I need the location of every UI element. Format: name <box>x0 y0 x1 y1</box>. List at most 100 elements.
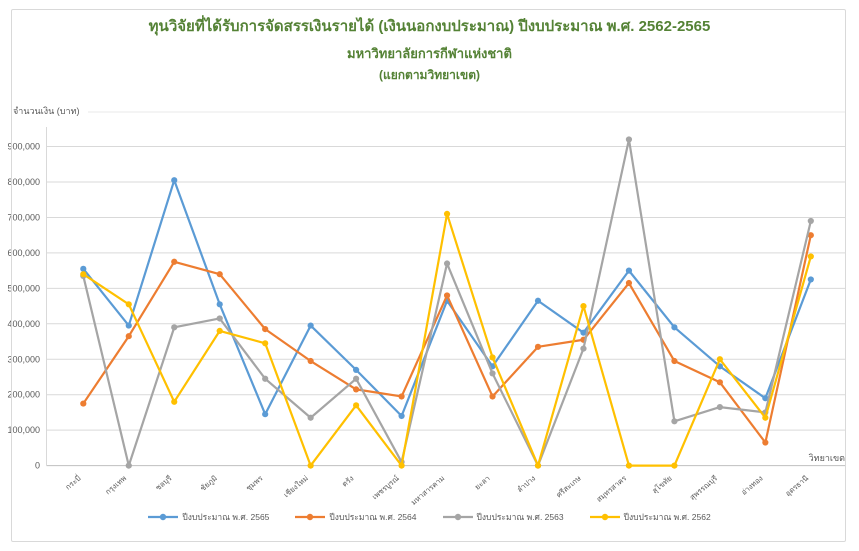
svg-text:ตรัง: ตรัง <box>340 473 356 488</box>
data-point-2564 <box>625 279 633 287</box>
data-point-2565 <box>216 301 223 308</box>
legend-item-2562: ปีงบประมาณ พ.ศ. 2562 <box>589 510 711 524</box>
legend-marker-2565 <box>148 513 179 521</box>
data-point-2563 <box>671 418 678 425</box>
data-point-2563 <box>716 404 723 411</box>
svg-text:อุดรธานี: อุดรธานี <box>783 474 810 498</box>
x-category-label: สุพรรณบุรี <box>688 474 719 502</box>
x-category-label: เชียงใหม่ <box>282 474 310 500</box>
data-point-2565 <box>307 322 314 329</box>
data-point-2564 <box>307 357 314 365</box>
y-tick-label: 100,000 <box>7 425 40 435</box>
data-point-2562 <box>125 301 132 308</box>
data-point-2565 <box>625 267 633 274</box>
chart-title-line1: ทุนวิจัยที่ได้รับการจัดสรรเงินรายได้ (เง… <box>148 18 711 35</box>
data-point-2563 <box>262 375 269 382</box>
data-point-2563 <box>125 462 132 469</box>
data-point-2563 <box>807 217 814 225</box>
y-tick-label: 0 <box>35 461 40 471</box>
data-point-2565 <box>671 324 678 331</box>
data-point-2564 <box>125 333 132 340</box>
x-category-label: อ่างทอง <box>739 473 765 496</box>
svg-text:กรุงเทพ: กรุงเทพ <box>103 474 128 497</box>
data-point-2562 <box>671 462 678 469</box>
svg-text:สุพรรณบุรี: สุพรรณบุรี <box>688 474 719 502</box>
data-point-2565 <box>580 329 587 336</box>
data-point-2563 <box>489 370 496 377</box>
legend-label-2565: ปีงบประมาณ พ.ศ. 2565 <box>182 512 270 522</box>
x-category-label: ยะลา <box>473 474 492 492</box>
x-category-label: ตรัง <box>340 473 356 488</box>
y-tick-label: 800,000 <box>7 177 40 187</box>
legend-marker-2562 <box>589 513 620 521</box>
data-point-2563 <box>443 260 451 267</box>
data-point-2562 <box>762 414 769 421</box>
legend-item-2563: ปีงบประมาณ พ.ศ. 2563 <box>442 510 564 524</box>
data-point-2562 <box>489 354 496 361</box>
legend-label-2564: ปีงบประมาณ พ.ศ. 2564 <box>329 512 417 522</box>
data-point-2563 <box>353 375 360 382</box>
data-point-2564 <box>671 357 678 365</box>
y-tick-label: 200,000 <box>7 390 40 400</box>
data-point-2562 <box>398 462 405 469</box>
data-point-2562 <box>307 462 314 469</box>
y-tick-label: 900,000 <box>7 142 40 152</box>
data-point-2565 <box>807 276 814 283</box>
y-tick-label: 600,000 <box>7 248 40 258</box>
svg-text:ยะลา: ยะลา <box>473 474 492 492</box>
legend-item-2564: ปีงบประมาณ พ.ศ. 2564 <box>295 510 417 524</box>
data-point-2562 <box>443 210 451 218</box>
x-category-label: สุโขทัย <box>650 474 673 496</box>
data-point-2564 <box>762 439 769 446</box>
x-axis-title: วิทยาเขต <box>808 453 845 463</box>
data-point-2564 <box>353 386 360 393</box>
data-point-2562 <box>171 398 178 405</box>
data-point-2562 <box>807 253 814 260</box>
data-point-2563 <box>216 315 223 322</box>
chart-legend: ปีงบประมาณ พ.ศ. 2565 ปีงบประมาณ พ.ศ. 2564… <box>0 510 859 524</box>
y-tick-label: 500,000 <box>7 283 40 293</box>
data-point-2562 <box>580 302 587 310</box>
data-point-2564 <box>443 292 451 299</box>
data-point-2562 <box>262 340 269 347</box>
legend-marker-2563 <box>442 513 473 521</box>
data-point-2563 <box>171 324 178 331</box>
data-point-2563 <box>307 414 314 421</box>
svg-text:ชุมพร: ชุมพร <box>244 474 264 493</box>
svg-text:เชียงใหม่: เชียงใหม่ <box>282 474 310 500</box>
data-point-2564 <box>534 343 542 350</box>
legend-label-2562: ปีงบประมาณ พ.ศ. 2562 <box>623 512 711 522</box>
data-point-2564 <box>807 232 814 239</box>
svg-text:มหาสารคาม: มหาสารคาม <box>409 474 446 507</box>
x-category-label: เพชรบูรณ์ <box>370 474 401 502</box>
data-point-2565 <box>171 177 178 184</box>
legend-marker-2564 <box>295 513 326 521</box>
data-point-2562 <box>716 356 723 363</box>
data-point-2562 <box>80 271 87 278</box>
x-category-label: กระบี่ <box>63 473 83 492</box>
x-category-label: ชลบุรี <box>154 474 174 493</box>
data-point-2564 <box>398 393 405 400</box>
data-point-2564 <box>716 379 723 386</box>
x-category-label: มหาสารคาม <box>409 474 446 507</box>
y-tick-label: 300,000 <box>7 354 40 364</box>
data-point-2565 <box>534 297 542 304</box>
data-point-2565 <box>262 411 269 418</box>
x-category-label: กรุงเทพ <box>103 474 128 497</box>
legend-label-2563: ปีงบประมาณ พ.ศ. 2563 <box>476 512 564 522</box>
data-point-2565 <box>762 395 769 402</box>
svg-text:เพชรบูรณ์: เพชรบูรณ์ <box>370 474 401 502</box>
svg-text:สุโขทัย: สุโขทัย <box>650 474 673 496</box>
chart-title: ทุนวิจัยที่ได้รับการจัดสรรเงินรายได้ (เง… <box>0 18 859 83</box>
svg-text:อ่างทอง: อ่างทอง <box>739 473 765 496</box>
data-point-2564 <box>489 393 496 400</box>
chart-title-line3: (แยกตามวิทยาเขต) <box>379 68 480 83</box>
data-point-2565 <box>125 322 132 329</box>
svg-text:กระบี่: กระบี่ <box>63 473 83 492</box>
svg-text:ชัยภูมิ: ชัยภูมิ <box>198 474 219 493</box>
data-point-2564 <box>216 271 223 278</box>
data-point-2562 <box>625 462 633 469</box>
x-category-label: ลำปาง <box>515 473 537 494</box>
